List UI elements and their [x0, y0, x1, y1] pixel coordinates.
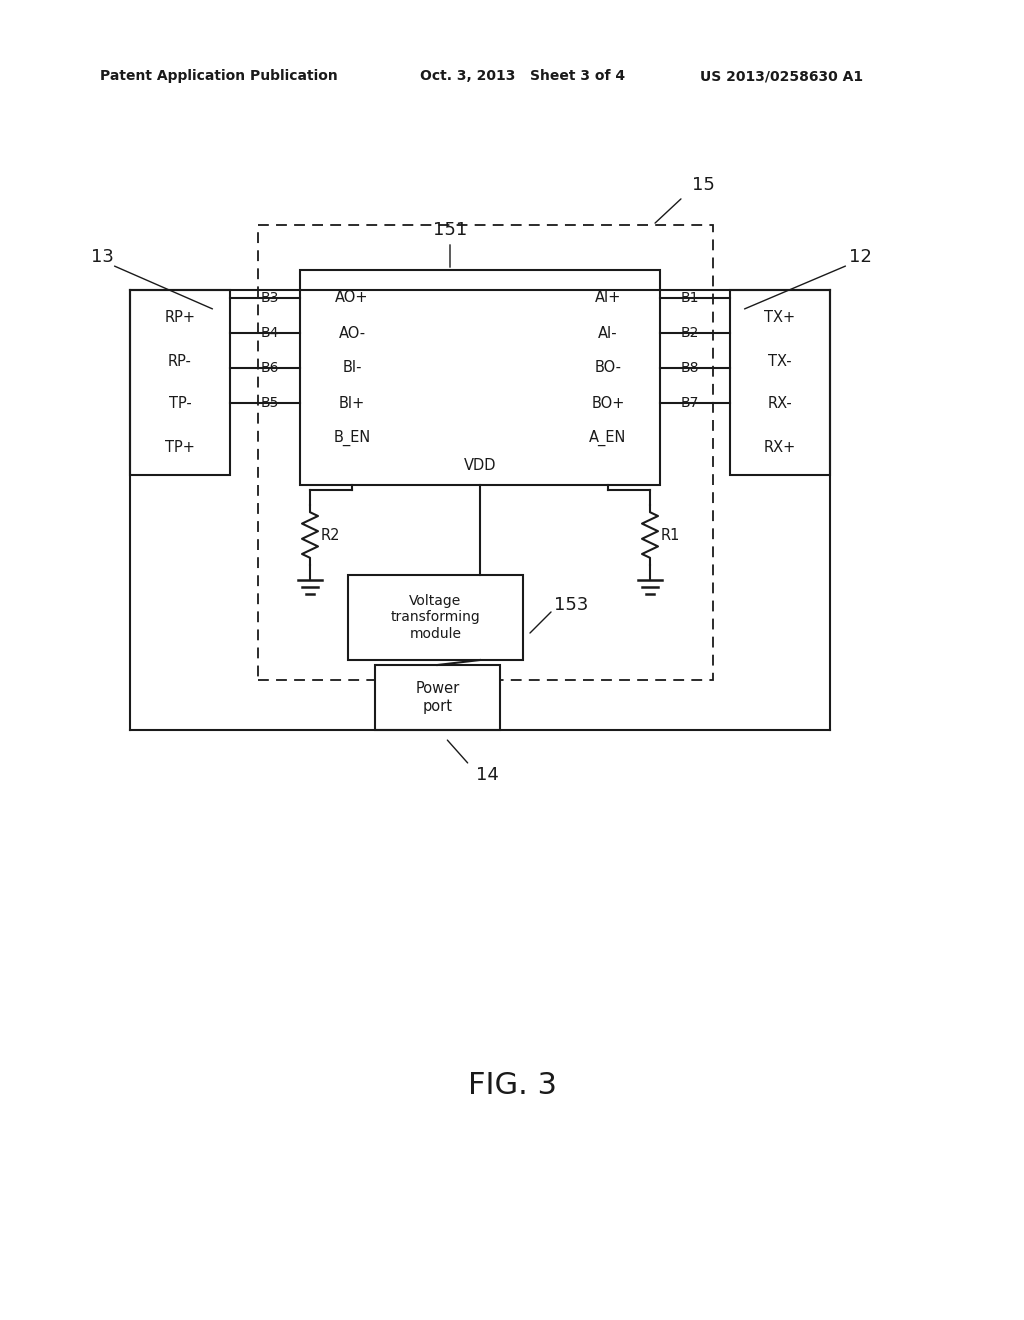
Text: BO+: BO+	[591, 396, 625, 411]
Text: B6: B6	[261, 360, 280, 375]
Text: BI+: BI+	[339, 396, 366, 411]
Text: 12: 12	[849, 248, 871, 267]
Text: AO-: AO-	[339, 326, 366, 341]
Text: 153: 153	[554, 597, 588, 614]
Text: TP-: TP-	[169, 396, 191, 412]
Text: B5: B5	[261, 396, 280, 411]
Text: B2: B2	[681, 326, 699, 341]
Text: 151: 151	[433, 220, 467, 239]
Text: 15: 15	[691, 176, 715, 194]
Text: AI+: AI+	[595, 290, 622, 305]
Text: B1: B1	[681, 290, 699, 305]
Text: TX+: TX+	[765, 310, 796, 326]
Text: B8: B8	[681, 360, 699, 375]
Bar	[130, 290, 230, 475]
Bar	[300, 271, 660, 484]
Text: B3: B3	[261, 290, 280, 305]
Text: TX-: TX-	[768, 354, 792, 368]
Text: AI-: AI-	[598, 326, 617, 341]
Text: FIG. 3: FIG. 3	[468, 1071, 556, 1100]
Text: RX+: RX+	[764, 440, 796, 454]
Text: B_EN: B_EN	[334, 430, 371, 446]
Bar	[348, 576, 523, 660]
Text: B7: B7	[681, 396, 699, 411]
Text: AO+: AO+	[335, 290, 369, 305]
Text: VDD: VDD	[464, 458, 497, 473]
Text: BO-: BO-	[595, 360, 622, 375]
Bar	[730, 290, 830, 475]
Text: A_EN: A_EN	[590, 430, 627, 446]
Text: RP+: RP+	[165, 310, 196, 326]
Text: Power
port: Power port	[416, 681, 460, 714]
Text: R1: R1	[660, 528, 680, 543]
Text: Patent Application Publication: Patent Application Publication	[100, 69, 338, 83]
Text: RP-: RP-	[168, 354, 191, 368]
Text: 13: 13	[90, 248, 114, 267]
Text: BI-: BI-	[342, 360, 361, 375]
Text: TP+: TP+	[165, 440, 195, 454]
Text: B4: B4	[261, 326, 280, 341]
Text: R2: R2	[321, 528, 340, 543]
Bar	[375, 665, 500, 730]
Text: Oct. 3, 2013   Sheet 3 of 4: Oct. 3, 2013 Sheet 3 of 4	[420, 69, 625, 83]
Bar	[258, 224, 713, 680]
Text: 14: 14	[476, 766, 499, 784]
Text: Voltage
transforming
module: Voltage transforming module	[390, 594, 480, 640]
Text: US 2013/0258630 A1: US 2013/0258630 A1	[700, 69, 863, 83]
Text: RX-: RX-	[768, 396, 793, 412]
